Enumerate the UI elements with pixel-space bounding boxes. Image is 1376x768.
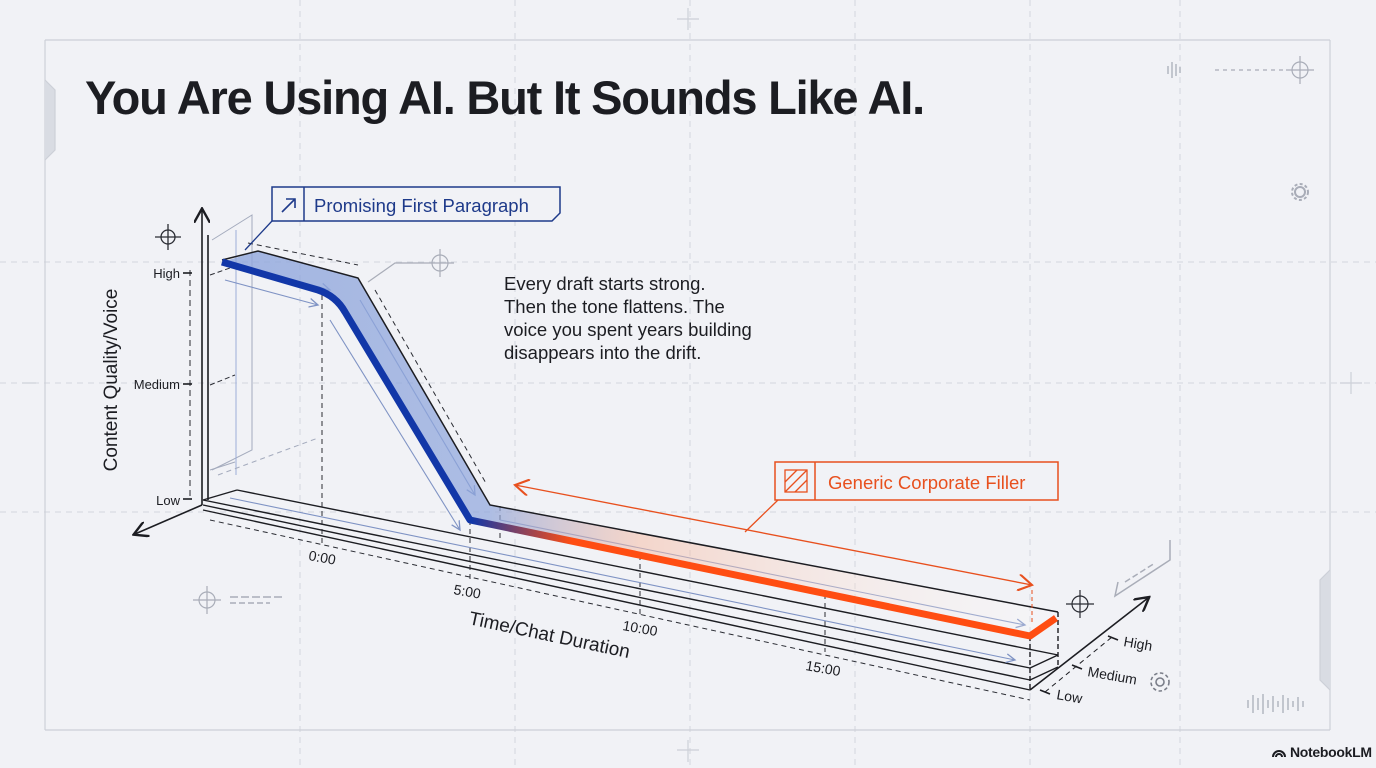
page-title: You Are Using AI. But It Sounds Like AI.	[85, 71, 925, 124]
y-tick-label: High	[153, 266, 180, 281]
crosshair-icon	[193, 56, 1314, 614]
y-axis-label: Content Quality/Voice	[101, 289, 122, 472]
arrow-up-right-icon	[281, 198, 296, 213]
decorative-dashes	[230, 540, 1171, 604]
z-axis	[1029, 598, 1148, 695]
y-axis	[135, 210, 208, 534]
x-tick-label: 5:00	[452, 581, 482, 602]
description-line: voice you spent years building	[504, 319, 752, 340]
x-tick-label: 0:00	[307, 547, 337, 568]
z-tick-label: High	[1122, 633, 1153, 654]
description-text: Every draft starts strong. Then the tone…	[504, 272, 804, 364]
callout-promising-first-paragraph: Promising First Paragraph	[244, 186, 561, 251]
y-tick-label: Low	[156, 493, 180, 508]
callout-start-label: Promising First Paragraph	[314, 195, 529, 216]
y-tick-label: Medium	[134, 377, 180, 392]
callout-end-label: Generic Corporate Filler	[828, 472, 1025, 493]
brand-name: NotebookLM	[1290, 744, 1372, 760]
gear-icon	[1150, 672, 1170, 692]
z-tick-label: Low	[1055, 686, 1084, 706]
description-line: Every draft starts strong.	[504, 273, 706, 294]
frame-lines	[22, 8, 1362, 762]
crosshair-icon	[1066, 590, 1094, 618]
quality-line	[221, 258, 1058, 640]
callout-generic-corporate-filler: Generic Corporate Filler	[515, 461, 1059, 625]
crosshair-icon	[155, 224, 181, 250]
hatch-icon	[784, 469, 808, 493]
description-line: Then the tone flattens. The	[504, 296, 725, 317]
x-tick-label: 10:00	[621, 617, 658, 639]
z-tick-label: Medium	[1086, 663, 1138, 687]
waveform-icon	[1167, 62, 1304, 714]
brand-logo: NotebookLM	[1272, 744, 1372, 760]
notebooklm-logo-icon	[1272, 750, 1286, 758]
x-tick-label: 15:00	[804, 657, 841, 679]
description-line: disappears into the drift.	[504, 342, 702, 363]
gear-icon	[1291, 183, 1309, 201]
x-axis-label: Time/Chat Duration	[467, 608, 632, 663]
